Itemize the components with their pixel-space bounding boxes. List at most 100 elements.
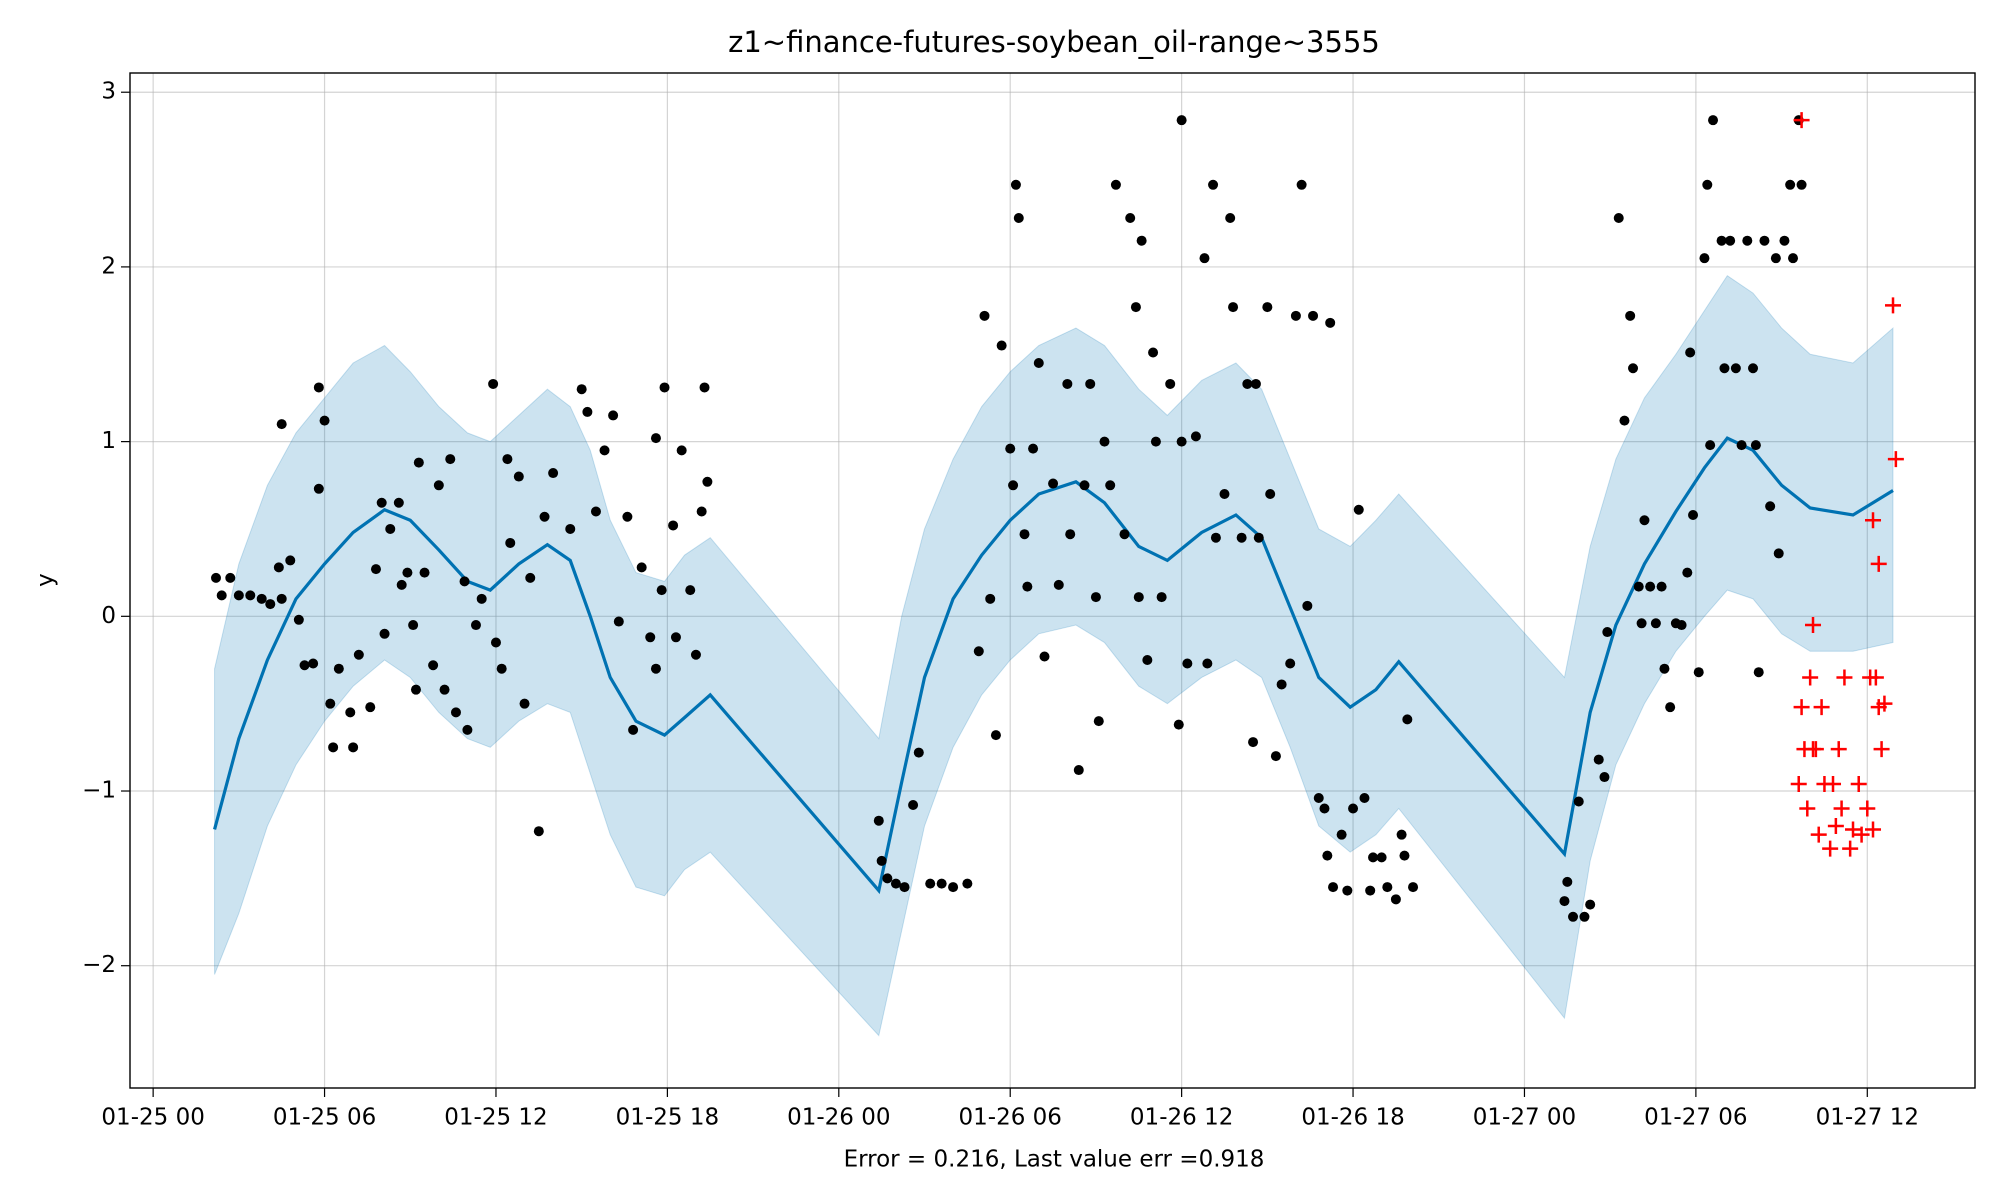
observed-point bbox=[385, 523, 396, 534]
observed-point bbox=[225, 572, 236, 583]
observed-point bbox=[1173, 719, 1184, 730]
observed-point bbox=[645, 632, 656, 643]
observed-point bbox=[1065, 529, 1076, 540]
observed-point bbox=[1613, 213, 1624, 223]
observed-point bbox=[365, 702, 376, 713]
observed-point bbox=[576, 384, 587, 395]
observed-point bbox=[1210, 532, 1221, 543]
observed-point bbox=[696, 506, 707, 517]
observed-point bbox=[1656, 581, 1667, 592]
observed-point bbox=[876, 855, 887, 866]
x-tick-label: 01-27 12 bbox=[1816, 1105, 1919, 1131]
observed-point bbox=[376, 497, 387, 508]
observed-point bbox=[256, 593, 267, 604]
observed-point bbox=[676, 445, 687, 456]
observed-point bbox=[210, 572, 221, 583]
y-tick-label: −1 bbox=[82, 778, 116, 804]
plot-area bbox=[210, 112, 1904, 1037]
observed-point bbox=[325, 698, 336, 709]
observed-point bbox=[439, 684, 450, 695]
future-point bbox=[1805, 617, 1822, 634]
observed-point bbox=[276, 593, 287, 604]
future-point bbox=[1799, 800, 1816, 817]
future-point bbox=[1813, 699, 1830, 716]
x-tick-label: 01-25 18 bbox=[616, 1105, 719, 1131]
observed-point bbox=[445, 454, 456, 465]
observed-point bbox=[450, 707, 461, 718]
observed-point bbox=[913, 747, 924, 758]
observed-point bbox=[273, 562, 284, 573]
observed-point bbox=[476, 593, 487, 604]
future-point bbox=[1845, 821, 1862, 838]
observed-point bbox=[1093, 716, 1104, 727]
observed-point bbox=[1336, 829, 1347, 840]
observed-point bbox=[1150, 436, 1161, 447]
observed-point bbox=[1265, 489, 1276, 500]
observed-point bbox=[245, 590, 256, 601]
observed-point bbox=[345, 707, 356, 718]
observed-point bbox=[410, 684, 421, 695]
observed-point bbox=[1359, 793, 1370, 803]
observed-point bbox=[533, 826, 544, 837]
future-point bbox=[1867, 669, 1884, 686]
observed-point bbox=[353, 649, 364, 660]
observed-point bbox=[1619, 415, 1630, 426]
observed-point bbox=[313, 382, 324, 393]
observed-point bbox=[1659, 663, 1670, 674]
observed-point bbox=[1182, 658, 1193, 669]
observed-point bbox=[1693, 667, 1704, 678]
future-point bbox=[1853, 826, 1870, 843]
future-point bbox=[1865, 512, 1882, 529]
observed-point bbox=[1208, 179, 1219, 190]
observed-point bbox=[1176, 115, 1187, 126]
observed-point bbox=[333, 663, 344, 674]
observed-point bbox=[1062, 378, 1073, 389]
observed-point bbox=[1562, 876, 1573, 887]
observed-point bbox=[882, 873, 893, 884]
observed-point bbox=[1748, 363, 1759, 374]
observed-point bbox=[1133, 592, 1144, 603]
observed-point bbox=[1008, 480, 1019, 491]
observed-point bbox=[1242, 378, 1253, 389]
observed-point bbox=[670, 632, 681, 643]
observed-point bbox=[1319, 803, 1330, 814]
future-point bbox=[1870, 555, 1887, 572]
observed-point bbox=[1028, 443, 1039, 454]
observed-point bbox=[1022, 581, 1033, 592]
observed-point bbox=[1313, 793, 1324, 803]
future-point bbox=[1810, 826, 1827, 843]
observed-point bbox=[1573, 796, 1584, 807]
observed-point bbox=[1262, 302, 1273, 313]
observed-point bbox=[1368, 852, 1379, 863]
observed-point bbox=[1633, 581, 1644, 592]
observed-point bbox=[599, 445, 610, 456]
plot-frame bbox=[129, 72, 1976, 1089]
observed-point bbox=[1236, 532, 1247, 543]
observed-point bbox=[1682, 567, 1693, 578]
observed-point bbox=[1396, 829, 1407, 840]
observed-point bbox=[1290, 310, 1301, 321]
observed-point bbox=[1402, 714, 1413, 725]
observed-point bbox=[1165, 378, 1176, 389]
observed-point bbox=[496, 663, 507, 674]
x-tick-label: 01-26 06 bbox=[959, 1105, 1062, 1131]
future-point bbox=[1859, 800, 1876, 817]
y-tick-label: 0 bbox=[101, 603, 116, 629]
future-point bbox=[1822, 840, 1839, 857]
observed-point bbox=[1013, 213, 1024, 223]
observed-point bbox=[873, 815, 884, 826]
observed-point bbox=[979, 310, 990, 321]
observed-point bbox=[925, 878, 936, 889]
future-point bbox=[1830, 741, 1847, 758]
observed-point bbox=[1625, 310, 1636, 321]
observed-point bbox=[690, 649, 701, 660]
observed-point bbox=[1725, 235, 1736, 246]
confidence-band bbox=[214, 274, 1894, 1037]
observed-point bbox=[1348, 803, 1359, 814]
observed-point bbox=[1073, 765, 1084, 776]
observed-point bbox=[650, 663, 661, 674]
observed-point bbox=[413, 457, 424, 468]
future-point bbox=[1887, 451, 1904, 468]
observed-point bbox=[459, 576, 470, 587]
observed-point bbox=[1705, 440, 1716, 451]
